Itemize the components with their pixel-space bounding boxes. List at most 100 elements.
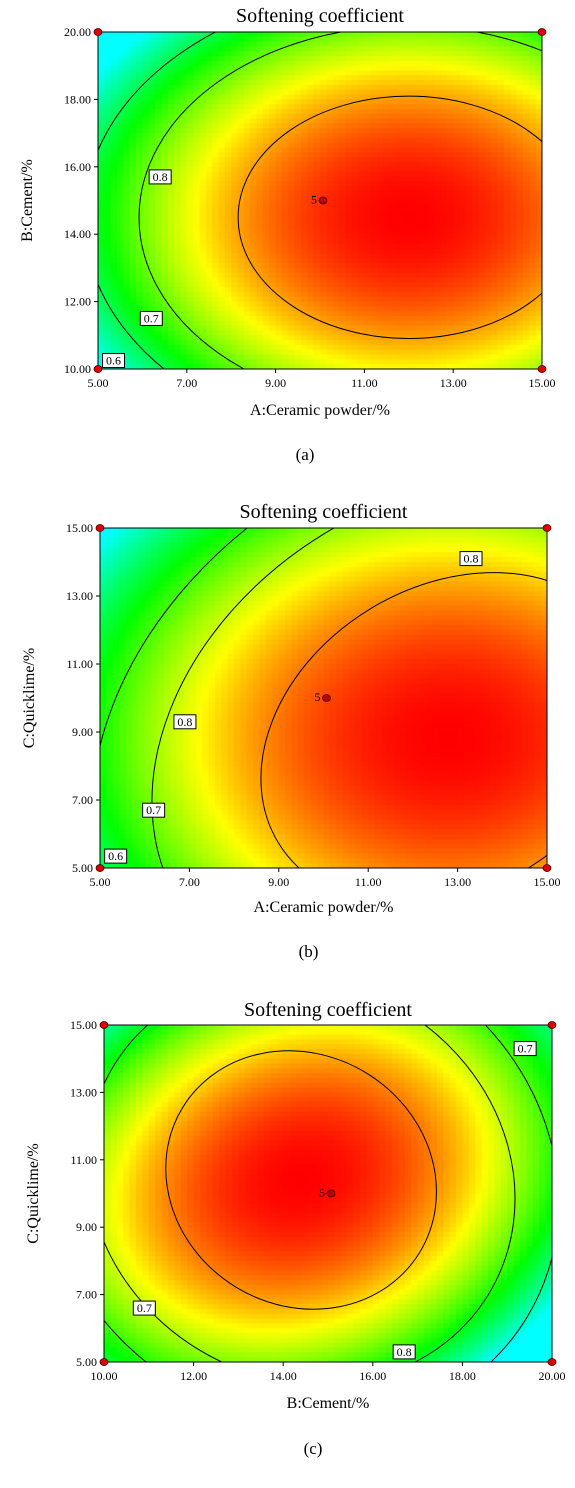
center-point — [318, 196, 328, 205]
contour-label: 0.6 — [108, 849, 123, 863]
x-tick-label: 5.00 — [88, 376, 109, 390]
chart-panel-2: 5.00 7.00 9.00 11.00 13.00 15.00 5.00 7.00 9.00 1… — [21, 501, 561, 961]
chart-title: Softening coefficient — [240, 501, 408, 523]
heatmap-surface — [98, 32, 542, 369]
contour-line — [237, 95, 542, 339]
contour-label-box — [104, 848, 128, 864]
contour-line — [165, 1050, 437, 1310]
contour-label: 0.7 — [146, 803, 161, 817]
x-tick-label: 11.00 — [355, 875, 382, 889]
y-axis-title: C:Quicklime/% — [25, 1143, 42, 1243]
contour-label: 0.7 — [144, 311, 159, 325]
chart-panel-3: 10.00 12.00 14.00 16.00 18.00 20.00 5.00 7.00 9.… — [25, 999, 566, 1458]
design-point — [93, 365, 103, 373]
y-tick-label: 9.00 — [72, 725, 93, 739]
center-point-count: 5 — [315, 690, 321, 704]
center-point — [322, 694, 331, 702]
y-tick-label: 14.00 — [64, 227, 91, 241]
plot-frame — [103, 1024, 553, 1363]
plot-frame — [99, 527, 548, 869]
design-point — [95, 864, 105, 872]
x-tick-label: 15.00 — [529, 376, 556, 390]
y-tick-label: 7.00 — [72, 793, 93, 807]
x-tick-label: 14.00 — [270, 1369, 297, 1383]
y-tick-label: 13.00 — [70, 1085, 97, 1099]
design-point — [95, 524, 105, 532]
x-tick-label: 15.00 — [534, 875, 561, 889]
panel-label: (c) — [304, 1439, 323, 1458]
contour-label: 0.8 — [397, 1345, 412, 1359]
chart-title: Softening coefficient — [236, 5, 404, 27]
contour-label-box — [173, 714, 197, 730]
contour-label: 0.6 — [106, 354, 121, 368]
design-point — [99, 1021, 109, 1029]
contour-label-box — [148, 169, 172, 185]
y-tick-label: 15.00 — [66, 521, 93, 535]
contour-lines — [104, 1025, 552, 1362]
heatmap-surface — [100, 528, 547, 868]
x-tick-label: 7.00 — [179, 875, 200, 889]
y-axis-title: C:Quicklime/% — [21, 648, 38, 748]
x-tick-label: 12.00 — [180, 1369, 207, 1383]
x-tick-label: 7.00 — [176, 376, 197, 390]
center-point — [326, 1189, 336, 1198]
y-tick-label: 5.00 — [72, 861, 93, 875]
chart-title: Softening coefficient — [244, 999, 412, 1021]
y-tick-label: 15.00 — [70, 1018, 97, 1032]
contour-lines — [100, 528, 547, 868]
x-tick-label: 18.00 — [449, 1369, 476, 1383]
design-point — [542, 864, 552, 872]
y-axis-title: B:Cement/% — [19, 159, 36, 242]
contour-label-box — [392, 1344, 416, 1360]
design-point — [537, 28, 547, 36]
y-tick-label: 12.00 — [64, 295, 91, 309]
x-axis-title: A:Ceramic powder/% — [254, 899, 394, 916]
design-point — [99, 1358, 109, 1366]
contour-line — [104, 1025, 552, 1362]
x-tick-label: 11.00 — [351, 376, 378, 390]
x-tick-label: 9.00 — [265, 376, 286, 390]
contour-label-box — [142, 802, 166, 818]
contour-line — [104, 1025, 516, 1362]
plot-frame — [97, 31, 543, 370]
center-point-count: 5 — [319, 1186, 325, 1200]
x-axis-title: B:Cement/% — [287, 1395, 370, 1412]
panel-label: (b) — [299, 942, 319, 961]
x-tick-label: 16.00 — [359, 1369, 386, 1383]
contour-label-box — [513, 1041, 537, 1057]
x-tick-label: 13.00 — [444, 875, 471, 889]
contour-label: 0.8 — [464, 552, 479, 566]
contour-label: 0.7 — [137, 1301, 152, 1315]
design-point — [537, 365, 547, 373]
contour-label-box — [102, 353, 126, 369]
x-tick-label: 10.00 — [91, 1369, 118, 1383]
y-tick-label: 7.00 — [76, 1288, 97, 1302]
y-tick-label: 16.00 — [64, 160, 91, 174]
center-point-count: 5 — [311, 193, 317, 207]
contour-line — [260, 572, 547, 868]
contour-label-box — [132, 1300, 156, 1316]
y-tick-label: 5.00 — [76, 1355, 97, 1369]
chart-panel-1: 5.00 7.00 9.00 11.00 13.00 15.00 10.00 12.00 14.… — [19, 5, 556, 464]
y-tick-label: 9.00 — [76, 1220, 97, 1234]
contour-line — [138, 32, 542, 369]
contour-lines — [98, 32, 542, 369]
contour-label: 0.8 — [177, 715, 192, 729]
x-tick-label: 9.00 — [268, 875, 289, 889]
contour-label: 0.8 — [153, 170, 168, 184]
panel-label: (a) — [296, 445, 315, 464]
x-tick-label: 13.00 — [440, 376, 467, 390]
y-tick-label: 13.00 — [66, 589, 93, 603]
y-tick-label: 20.00 — [64, 25, 91, 39]
x-tick-label: 5.00 — [90, 875, 111, 889]
y-tick-label: 18.00 — [64, 92, 91, 106]
design-point — [93, 28, 103, 36]
y-tick-label: 11.00 — [66, 657, 93, 671]
design-point — [547, 1021, 557, 1029]
contour-label-box — [139, 310, 163, 326]
design-point — [547, 1358, 557, 1366]
contour-label-box — [459, 551, 483, 567]
design-point — [542, 524, 552, 532]
x-tick-label: 20.00 — [539, 1369, 566, 1383]
